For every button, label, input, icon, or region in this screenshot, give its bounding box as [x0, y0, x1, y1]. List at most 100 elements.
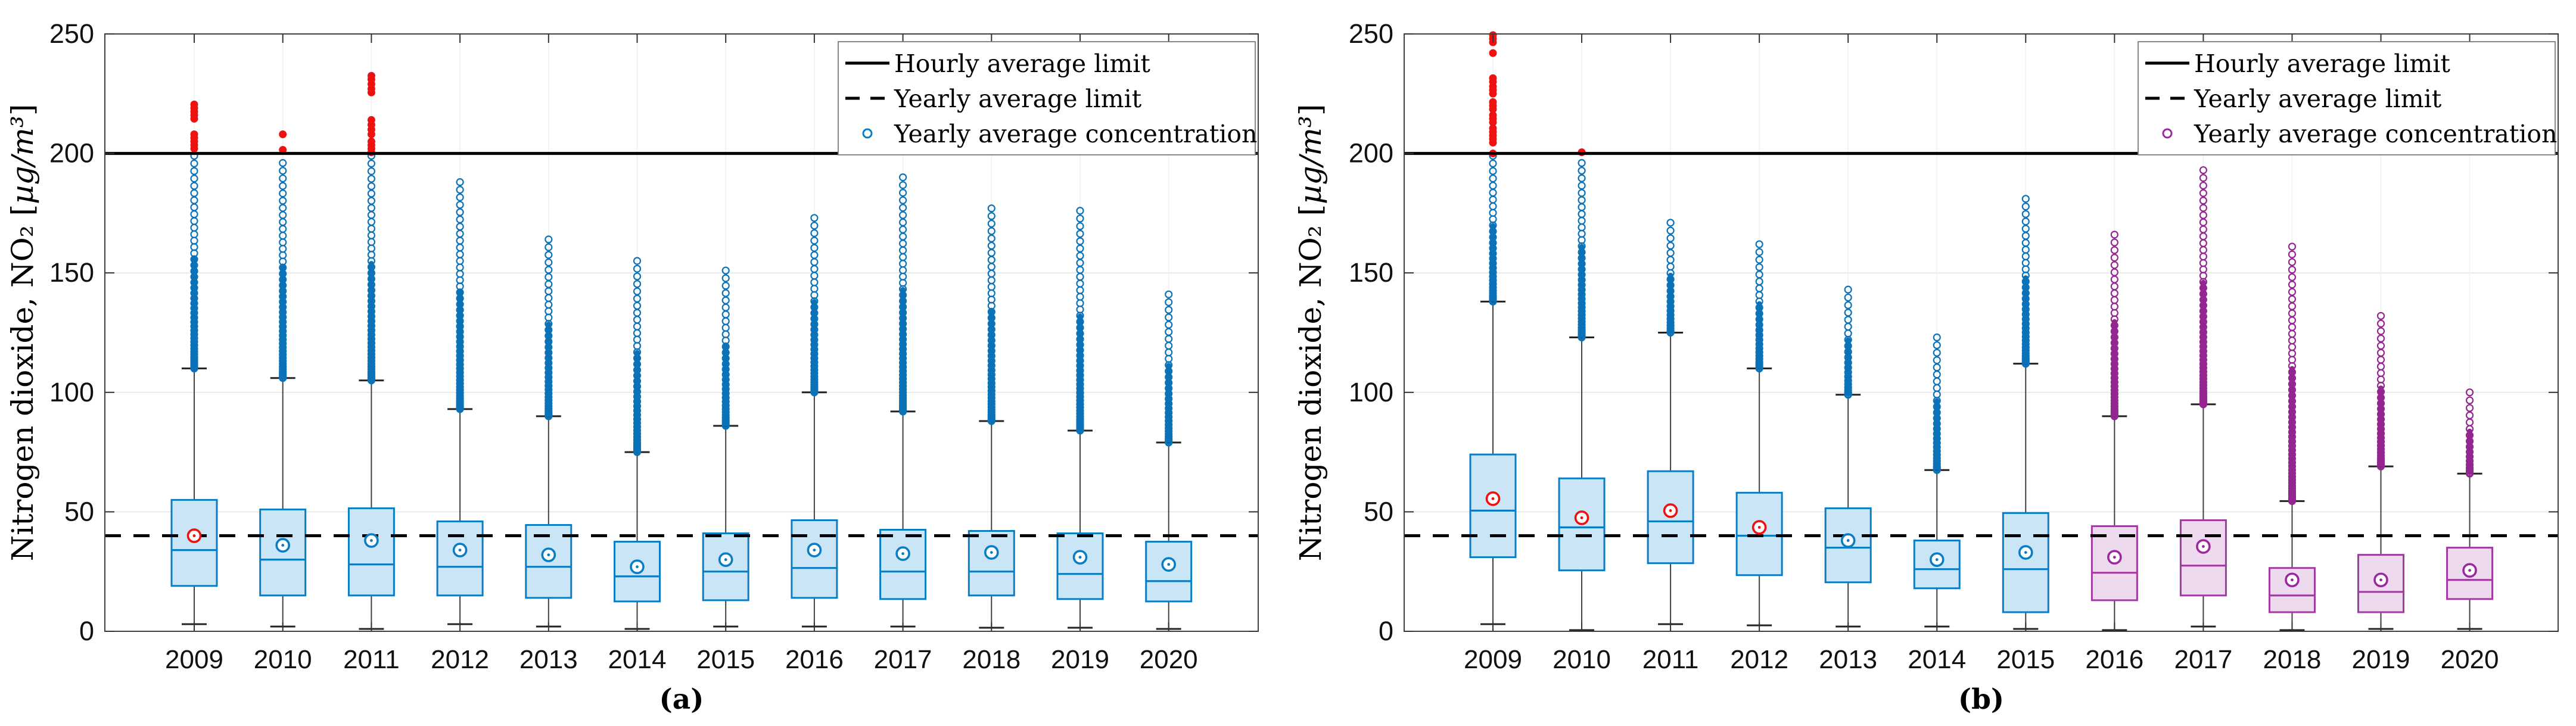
outlier-column-2010 — [1578, 148, 1586, 342]
outlier-point — [1076, 214, 1084, 223]
outlier-point — [2465, 448, 2474, 456]
outlier-point — [190, 189, 198, 197]
outlier-point — [2110, 382, 2118, 391]
outlier-point — [1489, 174, 1497, 183]
outlier-point — [987, 352, 995, 360]
outlier-point — [367, 286, 376, 294]
outlier-point — [456, 342, 464, 351]
outlier-point — [2021, 283, 2030, 292]
outlier-point — [721, 274, 730, 282]
outlier-point — [898, 350, 907, 358]
outlier-point — [1933, 460, 1941, 468]
outlier-point — [810, 350, 819, 358]
mean-dot — [1580, 516, 1583, 519]
outlier-point — [2021, 310, 2030, 319]
outlier-point — [721, 282, 730, 290]
outlier-point — [2288, 418, 2297, 426]
outlier-point — [1578, 174, 1586, 182]
outlier-point — [456, 332, 464, 341]
outlier-point — [987, 319, 995, 328]
outlier-point — [987, 370, 995, 379]
outlier-point — [1489, 244, 1497, 253]
outlier-point — [2376, 425, 2385, 433]
outlier-point — [2110, 404, 2118, 413]
outlier-point — [633, 411, 642, 419]
mean-marker-a-2016 — [807, 543, 822, 557]
outlier-point — [279, 174, 287, 183]
year-label-a-2017: 2017 — [874, 645, 932, 674]
outlier-point — [987, 227, 995, 235]
mean-marker-b-2010 — [1574, 510, 1589, 525]
mean-dot — [458, 549, 462, 551]
mean-marker-a-2011 — [364, 533, 379, 548]
outlier-point — [545, 393, 553, 401]
outlier-point — [1489, 239, 1497, 247]
outlier-point — [367, 370, 376, 378]
outlier-point — [1666, 241, 1675, 250]
outlier-point — [456, 178, 464, 186]
outlier-point — [2376, 434, 2385, 442]
mean-marker-b-2013 — [1840, 533, 1856, 548]
outlier-point — [456, 360, 464, 369]
mean-marker-b-2012 — [1751, 520, 1767, 535]
outlier-point — [2199, 392, 2208, 400]
outlier-point — [1489, 272, 1497, 281]
legend-box — [838, 41, 1256, 155]
outlier-point — [1844, 380, 1852, 388]
iqr-box — [436, 520, 484, 597]
outlier-point — [898, 359, 907, 367]
outlier-point — [1844, 285, 1852, 294]
outlier-point — [1844, 376, 1852, 385]
outlier-point — [1755, 326, 1763, 334]
outlier-point — [1076, 415, 1084, 423]
outlier-point — [456, 215, 464, 224]
outlier-point — [1489, 182, 1497, 190]
outlier-point — [2199, 295, 2208, 304]
outlier-point — [279, 327, 287, 335]
mean-marker-a-2020 — [1161, 557, 1176, 572]
outlier-point — [279, 308, 287, 316]
outlier-point — [279, 317, 287, 326]
outlier-point — [1578, 299, 1586, 307]
outlier-point — [721, 354, 730, 363]
outlier-point — [898, 319, 907, 328]
outlier-point — [898, 363, 907, 371]
year-label-b-2018: 2018 — [2263, 645, 2322, 674]
outlier-point — [1578, 276, 1586, 284]
legend-item-label: Hourly average limit — [2194, 49, 2450, 78]
outlier-point — [898, 181, 907, 189]
outlier-point — [2110, 350, 2118, 358]
outlier-point — [987, 241, 995, 250]
outlier-point — [721, 401, 730, 410]
outlier-point — [2376, 410, 2385, 419]
outlier-point — [190, 356, 198, 364]
boxplot-a-2010 — [259, 130, 307, 628]
outlier-point — [2288, 295, 2297, 303]
outlier-column-2015 — [721, 266, 730, 430]
mean-dot — [370, 539, 373, 542]
outlier-point — [2376, 441, 2385, 450]
mean-marker-b-2017 — [2196, 539, 2211, 554]
outlier-point — [2199, 328, 2208, 336]
outlier-point — [898, 211, 907, 219]
outlier-point — [1076, 351, 1084, 360]
mean-marker-a-2015 — [718, 552, 733, 567]
year-label-b-2010: 2010 — [1553, 645, 1611, 674]
outlier-point — [1933, 419, 1941, 428]
outlier-point — [2110, 407, 2118, 415]
outlier-point — [2465, 388, 2474, 397]
outlier-point — [1755, 315, 1763, 323]
outlier-point — [456, 391, 464, 400]
outlier-column-2015 — [2021, 195, 2030, 368]
outlier-point — [1076, 335, 1084, 344]
outlier-column-2013 — [1844, 285, 1852, 399]
outlier-point — [190, 182, 198, 190]
outlier-point — [545, 390, 553, 398]
outlier-point — [2021, 324, 2030, 332]
outlier-point — [633, 264, 642, 273]
outlier-point — [1578, 260, 1586, 268]
mean-marker-a-2013 — [541, 547, 556, 562]
outlier-point — [1076, 396, 1084, 404]
mean-dot — [901, 552, 904, 556]
plot-border — [1404, 33, 2559, 632]
